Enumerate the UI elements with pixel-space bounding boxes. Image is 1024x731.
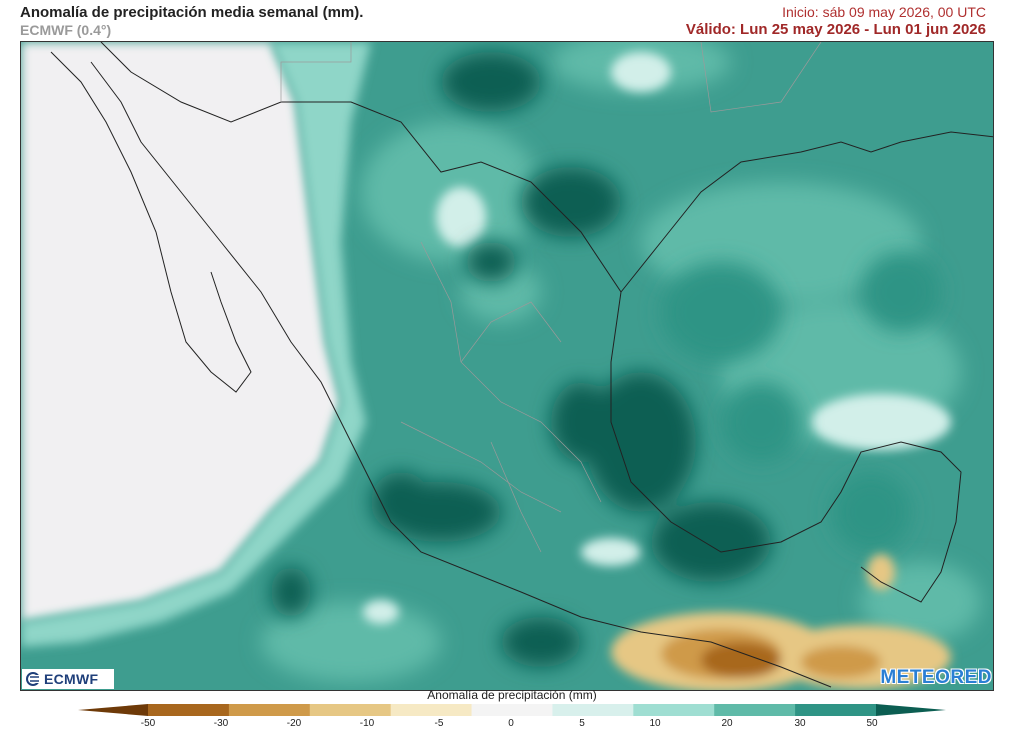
- legend-tick: 10: [649, 718, 661, 729]
- legend-tick: -10: [359, 718, 375, 729]
- legend-title: Anomalía de precipitación (mm): [427, 688, 597, 702]
- legend-tick: 30: [794, 718, 806, 729]
- precipitation-anomaly-map[interactable]: [20, 41, 994, 691]
- neutral-zone: [21, 42, 341, 622]
- valid-period: Válido: Lun 25 may 2026 - Lun 01 jun 202…: [685, 21, 986, 38]
- scale-cell: [228, 704, 311, 716]
- meteored-logo: METEORED: [880, 667, 992, 688]
- model-label: ECMWF (0.4°): [20, 22, 112, 38]
- legend-tick: -30: [213, 718, 229, 729]
- color-scale-bar: [78, 704, 946, 716]
- legend-ticks: -50 -30 -20 -10 -5 0 5 10 20 30 50: [0, 718, 1024, 731]
- map-title: Anomalía de precipitación media semanal …: [20, 4, 364, 21]
- legend-tick: 20: [721, 718, 733, 729]
- init-time: Inicio: sáb 09 may 2026, 00 UTC: [782, 4, 986, 20]
- ecmwf-logo-text: ECMWF: [44, 671, 99, 687]
- scale-cell: [471, 704, 553, 716]
- strong-wet-cores: [271, 52, 771, 667]
- legend-tick: -50: [140, 718, 156, 729]
- weak-wet-areas: [363, 52, 951, 624]
- scale-cell: [633, 704, 715, 716]
- legend-tick: 50: [866, 718, 878, 729]
- state-borders: [280, 42, 822, 553]
- dry-anomaly-area: [611, 554, 951, 690]
- map-canvas: [21, 42, 993, 690]
- scale-cell: [795, 704, 877, 716]
- ecmwf-logo: ECMWF: [22, 669, 114, 689]
- scale-cell-max: [876, 704, 946, 716]
- legend-tick: 5: [579, 718, 585, 729]
- scale-cell: [309, 704, 392, 716]
- coastlines: [50, 42, 993, 688]
- scale-cell: [714, 704, 796, 716]
- scale-cell: [148, 704, 230, 716]
- ecmwf-icon: [26, 672, 41, 686]
- wet-areas: [661, 252, 941, 552]
- scale-cell: [390, 704, 473, 716]
- legend-tick: -5: [434, 718, 444, 729]
- scale-cell: [552, 704, 634, 716]
- legend-tick: -20: [286, 718, 302, 729]
- scale-cell-min: [78, 704, 148, 716]
- legend-tick: 0: [508, 718, 514, 729]
